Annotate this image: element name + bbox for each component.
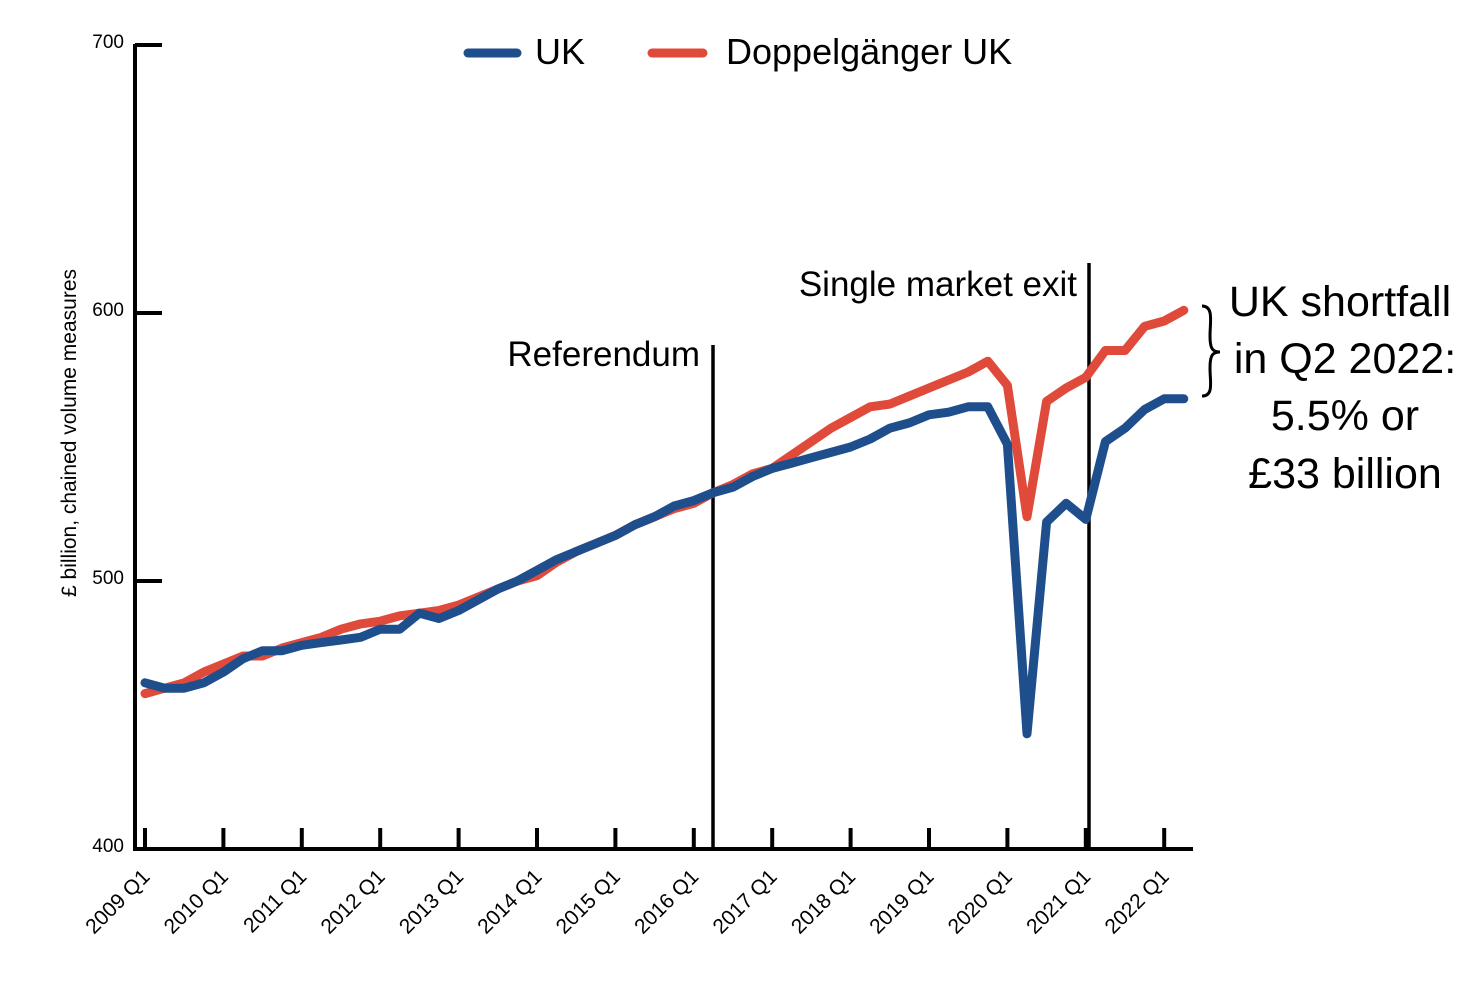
- y-tick-label: 600: [92, 300, 124, 321]
- x-tick-label: 2013 Q1: [395, 865, 468, 938]
- shortfall-line-1: UK shortfall: [1229, 278, 1451, 326]
- shortfall-line-4: £33 billion: [1248, 450, 1442, 498]
- x-tick-label: 2022 Q1: [1100, 865, 1173, 938]
- y-axis-label: £ billion, chained volume measures: [58, 269, 81, 597]
- x-tick-label: 2017 Q1: [708, 865, 781, 938]
- shortfall-annotation: UK shortfall in Q2 2022: 5.5% or £33 bil…: [1229, 278, 1456, 498]
- x-tick-label: 2018 Q1: [787, 865, 860, 938]
- x-tick-label: 2012 Q1: [316, 865, 389, 938]
- referendum-label: Referendum: [507, 335, 700, 374]
- series-line-uk: [140, 394, 1189, 739]
- x-tick-label: 2010 Q1: [160, 865, 233, 938]
- shortfall-brace: [1201, 304, 1221, 398]
- x-tick-label: 2009 Q1: [81, 865, 154, 938]
- y-tick-label: 500: [92, 568, 124, 589]
- shortfall-line-2: in Q2 2022:: [1234, 335, 1456, 383]
- shortfall-line-3: 5.5% or: [1271, 392, 1419, 440]
- x-tick-label: 2014 Q1: [473, 865, 546, 938]
- x-tick-label: 2020 Q1: [944, 865, 1017, 938]
- x-tick-label: 2019 Q1: [865, 865, 938, 938]
- y-tick-label: 700: [92, 32, 124, 53]
- legend-label-doppelganger: Doppelgänger UK: [726, 31, 1012, 72]
- legend-label-uk: UK: [535, 31, 585, 72]
- single-market-exit-label: Single market exit: [799, 265, 1077, 304]
- y-tick-label: 400: [92, 836, 124, 857]
- x-tick-label: 2016 Q1: [630, 865, 703, 938]
- x-tick-label: 2021 Q1: [1022, 865, 1095, 938]
- legend: UK Doppelgänger UK: [463, 31, 1012, 72]
- x-tick-label: 2011 Q1: [239, 865, 311, 937]
- x-tick-label: 2015 Q1: [552, 865, 625, 938]
